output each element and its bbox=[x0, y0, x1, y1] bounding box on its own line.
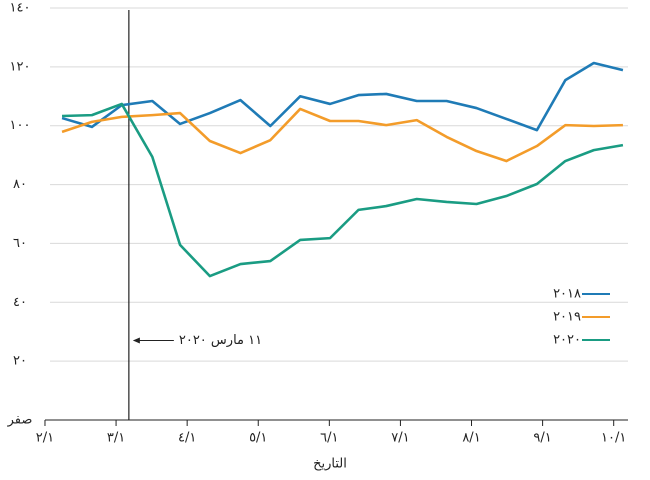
x-tick-label: ٦/١ bbox=[320, 431, 338, 446]
event-arrowhead bbox=[132, 337, 140, 344]
y-tick-label: ١٠٠ bbox=[10, 118, 31, 133]
y-tick-label: صفر bbox=[7, 413, 33, 428]
legend-label: ٢٠١٩ bbox=[553, 310, 581, 325]
y-tick-label: ٨٠ bbox=[13, 177, 27, 192]
x-tick-label: ٨/١ bbox=[462, 431, 480, 446]
event-label: ١١ مارس ٢٠٢٠ bbox=[179, 333, 262, 348]
x-tick-label: ٣/١ bbox=[107, 431, 125, 446]
series-line bbox=[61, 102, 624, 278]
y-tick-label: ١٢٠ bbox=[10, 59, 31, 74]
x-axis-label: التاريخ bbox=[313, 457, 347, 472]
y-tick-label: ٢٠ bbox=[13, 354, 27, 369]
y-tick-label: ٤٠ bbox=[13, 295, 27, 310]
y-tick-label: ١٤٠ bbox=[10, 1, 31, 16]
x-tick-label: ١٠/١ bbox=[601, 431, 626, 446]
legend-label: ٢٠١٨ bbox=[553, 287, 581, 302]
x-tick-label: ٧/١ bbox=[391, 431, 409, 446]
x-tick-label: ٥/١ bbox=[249, 431, 267, 446]
x-tick-label: ٩/١ bbox=[533, 431, 551, 446]
series-line bbox=[61, 61, 624, 132]
series-line bbox=[61, 107, 623, 163]
x-tick-label: ٤/١ bbox=[178, 431, 196, 446]
y-tick-label: ٦٠ bbox=[13, 236, 27, 251]
legend-label: ٢٠٢٠ bbox=[553, 333, 581, 348]
x-tick-label: ٢/١ bbox=[36, 431, 54, 446]
